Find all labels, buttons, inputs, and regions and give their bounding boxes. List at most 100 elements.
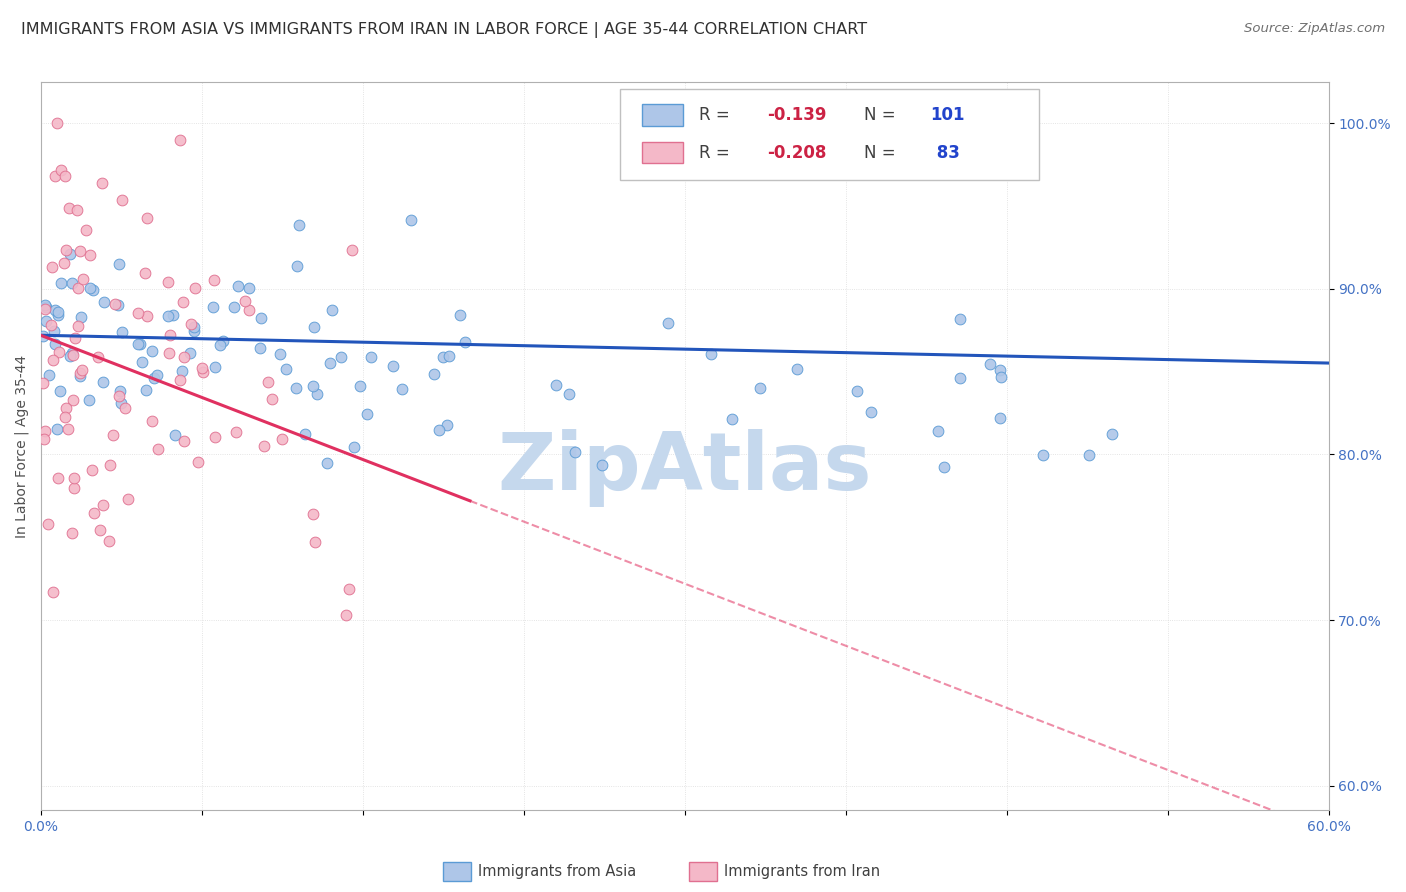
Text: -0.139: -0.139 — [768, 105, 827, 124]
Point — [79, 280, 101, 294]
Point — [97, 533, 120, 548]
Point — [274, 362, 297, 376]
Point — [294, 426, 316, 441]
Point — [108, 257, 131, 271]
Point — [173, 434, 195, 448]
Point — [184, 281, 207, 295]
Point — [82, 283, 104, 297]
Point — [110, 395, 132, 409]
Point — [91, 499, 114, 513]
Point — [657, 316, 679, 330]
Point — [1078, 448, 1101, 462]
Point — [58, 201, 80, 215]
Point — [249, 341, 271, 355]
Point — [173, 350, 195, 364]
Point — [108, 384, 131, 398]
Point — [749, 381, 772, 395]
Point — [114, 401, 136, 416]
Point — [146, 368, 169, 383]
Point — [107, 298, 129, 312]
Point — [558, 387, 581, 401]
Point — [70, 363, 93, 377]
Point — [949, 371, 972, 385]
Point — [46, 308, 69, 322]
Point — [169, 133, 191, 147]
Point — [55, 243, 77, 257]
Point — [172, 294, 194, 309]
Point — [1032, 448, 1054, 462]
Point — [72, 272, 94, 286]
Text: R =: R = — [699, 105, 730, 124]
Point — [449, 308, 471, 322]
Text: ZipAtlas: ZipAtlas — [498, 429, 872, 507]
Text: Immigrants from Iran: Immigrants from Iran — [724, 864, 880, 879]
Text: N =: N = — [863, 105, 896, 124]
Point — [31, 376, 53, 391]
Point — [169, 373, 191, 387]
Point — [34, 424, 56, 438]
Point — [335, 608, 357, 623]
Point — [304, 535, 326, 549]
Point — [235, 294, 257, 309]
Point — [46, 471, 69, 485]
Point — [381, 359, 404, 373]
Point — [89, 524, 111, 538]
Point — [69, 367, 91, 381]
Point — [202, 300, 225, 314]
Point — [157, 346, 180, 360]
Point — [934, 460, 956, 475]
Point — [187, 455, 209, 469]
Point — [238, 281, 260, 295]
Point — [83, 506, 105, 520]
Point — [304, 319, 326, 334]
Point — [437, 349, 460, 363]
Y-axis label: In Labor Force | Age 35-44: In Labor Force | Age 35-44 — [15, 355, 30, 538]
Point — [44, 337, 66, 351]
Point — [423, 367, 446, 381]
Point — [55, 409, 77, 424]
Point — [349, 379, 371, 393]
Point — [42, 324, 65, 338]
Point — [183, 319, 205, 334]
Point — [136, 310, 159, 324]
Point — [127, 337, 149, 351]
Point — [141, 414, 163, 428]
Point — [208, 338, 231, 352]
Point — [212, 334, 235, 349]
Point — [34, 298, 56, 312]
Point — [55, 401, 77, 415]
Point — [222, 300, 245, 314]
Point — [70, 310, 93, 325]
Point — [190, 361, 212, 376]
Point — [45, 422, 67, 436]
Point — [44, 169, 66, 183]
Point — [66, 203, 89, 218]
Point — [269, 346, 291, 360]
Point — [60, 346, 83, 360]
Point — [302, 508, 325, 522]
Point — [31, 329, 53, 343]
Point — [131, 354, 153, 368]
Point — [39, 318, 62, 332]
Point — [117, 492, 139, 507]
Point — [321, 302, 343, 317]
Point — [391, 382, 413, 396]
Point — [90, 177, 112, 191]
FancyBboxPatch shape — [643, 142, 683, 163]
Point — [38, 368, 60, 383]
Point — [226, 279, 249, 293]
Point — [63, 481, 86, 495]
Point — [204, 430, 226, 444]
Point — [49, 163, 72, 178]
Point — [91, 375, 114, 389]
Text: -0.208: -0.208 — [768, 144, 827, 161]
Point — [35, 300, 58, 314]
Point — [544, 377, 567, 392]
Point — [454, 335, 477, 350]
Point — [988, 410, 1011, 425]
Point — [432, 350, 454, 364]
Point — [860, 405, 883, 419]
Text: IMMIGRANTS FROM ASIA VS IMMIGRANTS FROM IRAN IN LABOR FORCE | AGE 35-44 CORRELAT: IMMIGRANTS FROM ASIA VS IMMIGRANTS FROM … — [21, 22, 868, 38]
Point — [271, 433, 294, 447]
Point — [172, 363, 194, 377]
